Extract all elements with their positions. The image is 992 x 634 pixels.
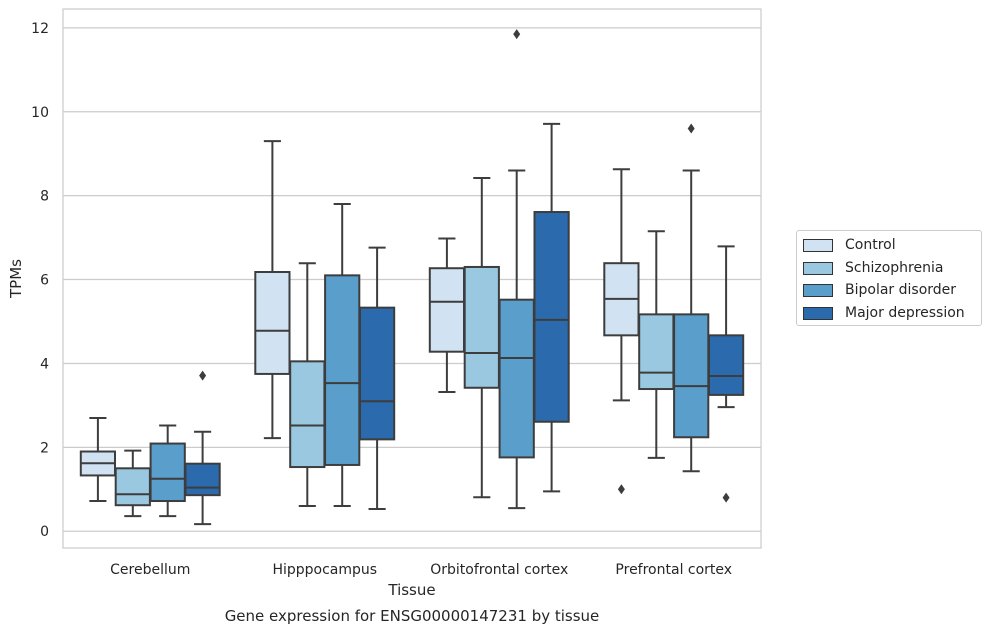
box-iqr [324, 274, 361, 466]
legend: Control Schizophrenia Bipolar disorder M… [796, 230, 982, 326]
legend-label-control: Control [845, 237, 896, 253]
box-iqr [114, 467, 151, 507]
box-iqr [533, 211, 570, 423]
outlier-point [513, 29, 521, 40]
box-orbitofrontal-cortex-bipolar-disorder [498, 29, 535, 510]
box-series [79, 29, 745, 526]
legend-label-major-depression: Major depression [845, 305, 965, 321]
y-tick-label-10: 10 [31, 105, 49, 121]
box-prefrontal-cortex-control [603, 168, 640, 495]
box-cerebellum-major-depression [184, 370, 221, 526]
legend-swatch-control [803, 238, 833, 252]
legend-item-major-depression: Major depression [803, 303, 965, 323]
y-tick-labels: 0 2 4 6 8 10 12 [31, 21, 49, 540]
y-axis-title: TPMs [7, 259, 25, 299]
x-tick-labels: Cerebellum Hipppocampus Orbitofrontal cort… [110, 562, 732, 578]
y-tick-label-12: 12 [31, 21, 49, 37]
box-iqr [149, 442, 186, 503]
y-tick-label-2: 2 [40, 440, 49, 456]
x-tick-label-orbitofrontal-cortex: Orbitofrontal cortex [430, 562, 568, 578]
legend-item-control: Control [803, 235, 896, 255]
legend-swatch-bipolar-disorder [803, 283, 833, 297]
box-prefrontal-cortex-bipolar-disorder [673, 123, 710, 473]
box-iqr [498, 298, 535, 459]
box-iqr [289, 360, 326, 469]
box-hipppocampus-bipolar-disorder [324, 203, 361, 508]
box-iqr [358, 306, 396, 441]
box-hipppocampus-major-depression [358, 246, 396, 510]
outlier-point [199, 370, 207, 381]
box-cerebellum-control [79, 416, 117, 503]
outlier-point [687, 123, 695, 134]
y-tick-label-0: 0 [40, 524, 49, 540]
legend-item-schizophrenia: Schizophrenia [803, 258, 943, 278]
legend-item-bipolar-disorder: Bipolar disorder [803, 280, 956, 300]
box-iqr [184, 462, 221, 497]
chart-caption: Gene expression for ENSG00000147231 by t… [224, 607, 600, 625]
box-orbitofrontal-cortex-schizophrenia [463, 177, 500, 499]
box-prefrontal-cortex-major-depression [707, 245, 745, 503]
outlier-point [722, 492, 730, 503]
outlier-point [617, 484, 625, 495]
y-tick-label-8: 8 [40, 189, 49, 205]
x-tick-label-prefrontal-cortex: Prefrontal cortex [615, 562, 732, 578]
x-tick-label-hipppocampus: Hipppocampus [272, 562, 377, 578]
box-iqr [707, 334, 745, 396]
box-orbitofrontal-cortex-control [428, 237, 466, 393]
box-iqr [254, 270, 291, 375]
box-prefrontal-cortex-schizophrenia [638, 230, 675, 459]
box-cerebellum-bipolar-disorder [149, 424, 186, 518]
legend-swatch-major-depression [803, 306, 833, 320]
box-cerebellum-schizophrenia [114, 449, 151, 518]
box-hipppocampus-schizophrenia [289, 262, 326, 508]
box-iqr [428, 267, 466, 353]
box-orbitofrontal-cortex-major-depression [533, 122, 570, 493]
x-tick-label-cerebellum: Cerebellum [110, 562, 190, 578]
box-iqr [673, 313, 710, 439]
legend-label-bipolar-disorder: Bipolar disorder [845, 282, 957, 298]
plot-frame [62, 8, 762, 549]
legend-label-schizophrenia: Schizophrenia [845, 260, 944, 276]
legend-swatch-schizophrenia [803, 261, 833, 275]
y-tick-label-4: 4 [40, 356, 49, 372]
x-axis-title: Tissue [387, 581, 435, 599]
y-tick-label-6: 6 [40, 273, 49, 289]
box-iqr [463, 265, 500, 389]
box-hipppocampus-control [254, 140, 291, 440]
box-iqr [638, 313, 675, 391]
